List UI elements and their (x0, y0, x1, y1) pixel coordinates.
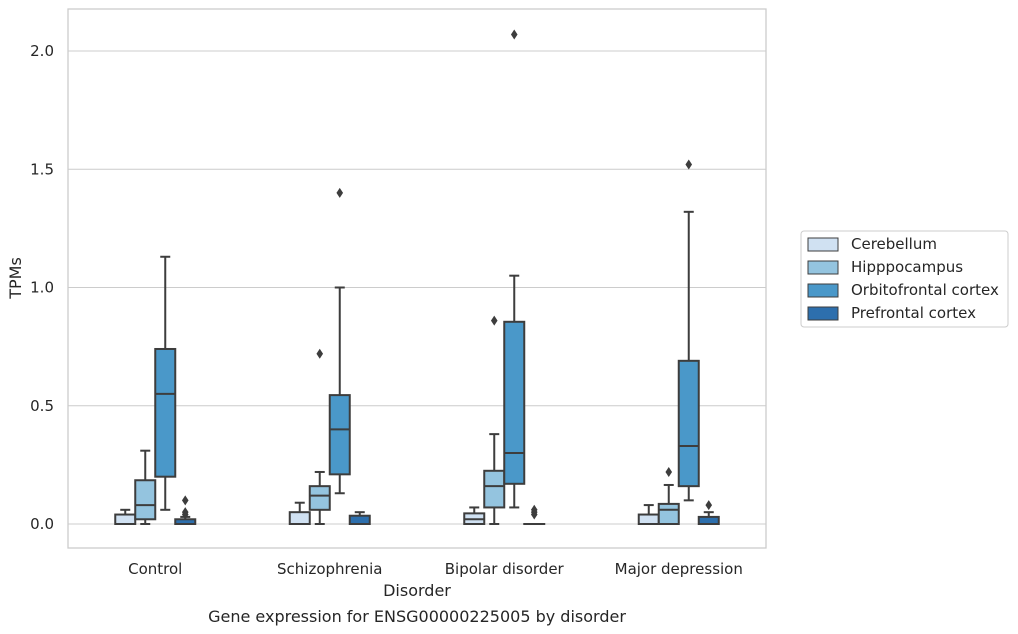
y-axis-title: TPMs (6, 257, 25, 300)
box-body (328, 394, 351, 476)
x-tick-label: Major depression (615, 560, 743, 578)
x-tick-label: Schizophrenia (277, 560, 382, 578)
box-body (288, 511, 311, 525)
box-element (328, 187, 351, 495)
legend-label: Cerebellum (851, 235, 937, 253)
legend-swatch (807, 306, 839, 321)
category-group (637, 159, 720, 526)
box-element (308, 348, 331, 525)
y-tick-label: 1.5 (30, 160, 54, 178)
box-body (677, 359, 700, 488)
box-element (134, 449, 157, 525)
legend-label: Hipppocampus (851, 258, 963, 276)
outlier-point (490, 315, 498, 326)
outlier-point (530, 504, 538, 515)
outlier-point (336, 187, 344, 198)
y-tick-label: 0.0 (30, 515, 54, 533)
box-element (523, 504, 546, 526)
box-element (677, 159, 700, 502)
box-element (174, 495, 197, 526)
legend-item: Cerebellum (807, 235, 937, 253)
box-body (308, 485, 331, 511)
category-group (114, 255, 197, 526)
box-body (154, 347, 177, 478)
box-element (348, 511, 371, 525)
box-body (697, 515, 720, 526)
box-body (483, 469, 506, 509)
legend-swatch (807, 260, 839, 275)
chart-caption: Gene expression for ENSG00000225005 by d… (208, 607, 626, 626)
outlier-point (685, 159, 693, 170)
box-body (503, 320, 526, 485)
category-group (463, 29, 546, 526)
x-tick-label: Bipolar disorder (445, 560, 565, 578)
box-element (114, 508, 137, 525)
legend-item: Orbitofrontal cortex (807, 281, 999, 299)
outlier-point (510, 29, 518, 40)
box-element (463, 506, 486, 525)
box-element (697, 500, 720, 526)
legend-swatch (807, 237, 839, 252)
outlier-point (665, 466, 673, 477)
box-body (114, 513, 137, 525)
box-element (657, 466, 680, 525)
outlier-point (181, 495, 189, 506)
legend-label: Prefrontal cortex (851, 304, 976, 322)
box-element (154, 255, 177, 511)
box-body (348, 514, 371, 525)
x-tick-labels: Control Schizophrenia Bipolar disorder Majo… (128, 560, 743, 578)
box-element (483, 315, 506, 525)
legend-item: Hipppocampus (807, 258, 963, 276)
y-tick-label: 0.5 (30, 397, 54, 415)
legend-label: Orbitofrontal cortex (851, 281, 999, 299)
plot-frame (67, 8, 767, 549)
legend-swatch (807, 283, 839, 298)
box-element (503, 29, 526, 509)
outlier-point (316, 348, 324, 359)
y-tick-labels: 0.0 0.5 1.0 1.5 2.0 (30, 42, 54, 533)
box-body (637, 513, 660, 525)
box-body (134, 479, 157, 521)
legend-item: Prefrontal cortex (807, 304, 976, 322)
box-element (637, 504, 660, 525)
box-groups (114, 29, 720, 526)
outlier-point (705, 500, 713, 511)
legend: Cerebellum Hipppocampus Orbitofrontal cort… (800, 230, 1009, 328)
y-tick-label: 2.0 (30, 42, 54, 60)
x-tick-label: Control (128, 560, 182, 578)
box-body (657, 502, 680, 525)
category-group (288, 187, 371, 525)
box-element (288, 501, 311, 525)
x-axis-title: Disorder (383, 581, 451, 600)
legend-frame (800, 230, 1009, 328)
outlier-point (181, 507, 189, 518)
y-tick-label: 1.0 (30, 279, 54, 297)
